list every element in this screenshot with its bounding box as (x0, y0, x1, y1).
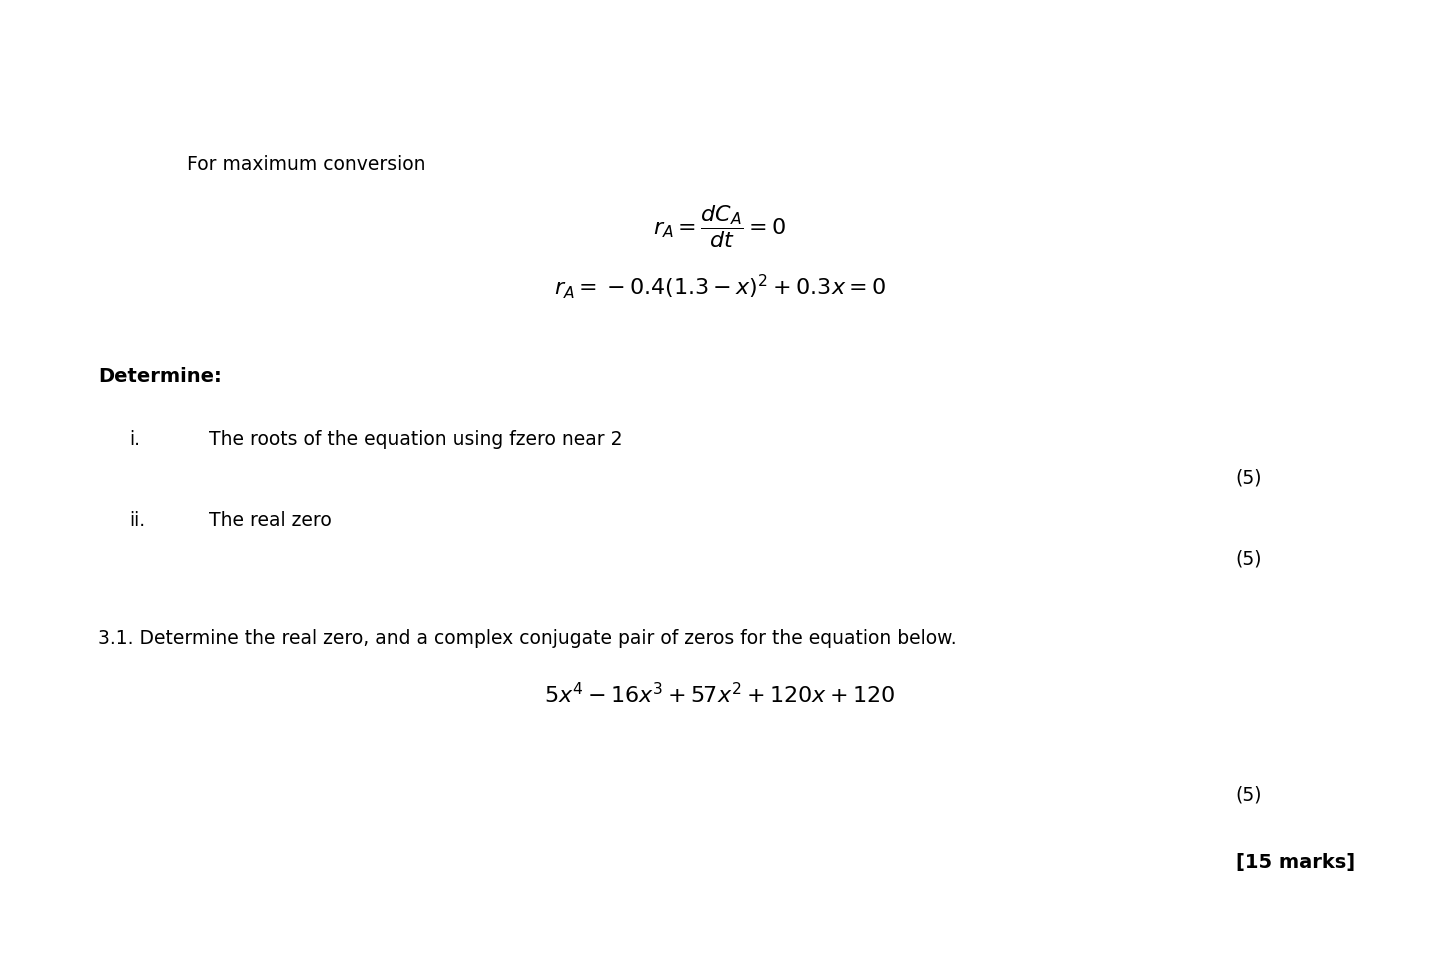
Text: 3.1. Determine the real zero, and a complex conjugate pair of zeros for the equa: 3.1. Determine the real zero, and a comp… (98, 629, 956, 648)
Text: The real zero: The real zero (209, 511, 331, 530)
Text: ii.: ii. (130, 511, 145, 530)
Text: $r_A = -0.4(1.3 - x)^2 + 0.3x = 0$: $r_A = -0.4(1.3 - x)^2 + 0.3x = 0$ (554, 273, 886, 302)
Text: (5): (5) (1236, 785, 1261, 805)
Text: $5x^4 - 16x^3 + 57x^2 + 120x + 120$: $5x^4 - 16x^3 + 57x^2 + 120x + 120$ (544, 682, 896, 707)
Text: i.: i. (130, 430, 141, 450)
Text: (5): (5) (1236, 468, 1261, 487)
Text: Determine:: Determine: (98, 367, 222, 387)
Text: $r_A = \dfrac{dC_A}{dt} = 0$: $r_A = \dfrac{dC_A}{dt} = 0$ (654, 203, 786, 249)
Text: [15 marks]: [15 marks] (1236, 853, 1355, 872)
Text: The roots of the equation using fzero near 2: The roots of the equation using fzero ne… (209, 430, 622, 450)
Text: For maximum conversion: For maximum conversion (187, 155, 426, 174)
Text: (5): (5) (1236, 549, 1261, 569)
